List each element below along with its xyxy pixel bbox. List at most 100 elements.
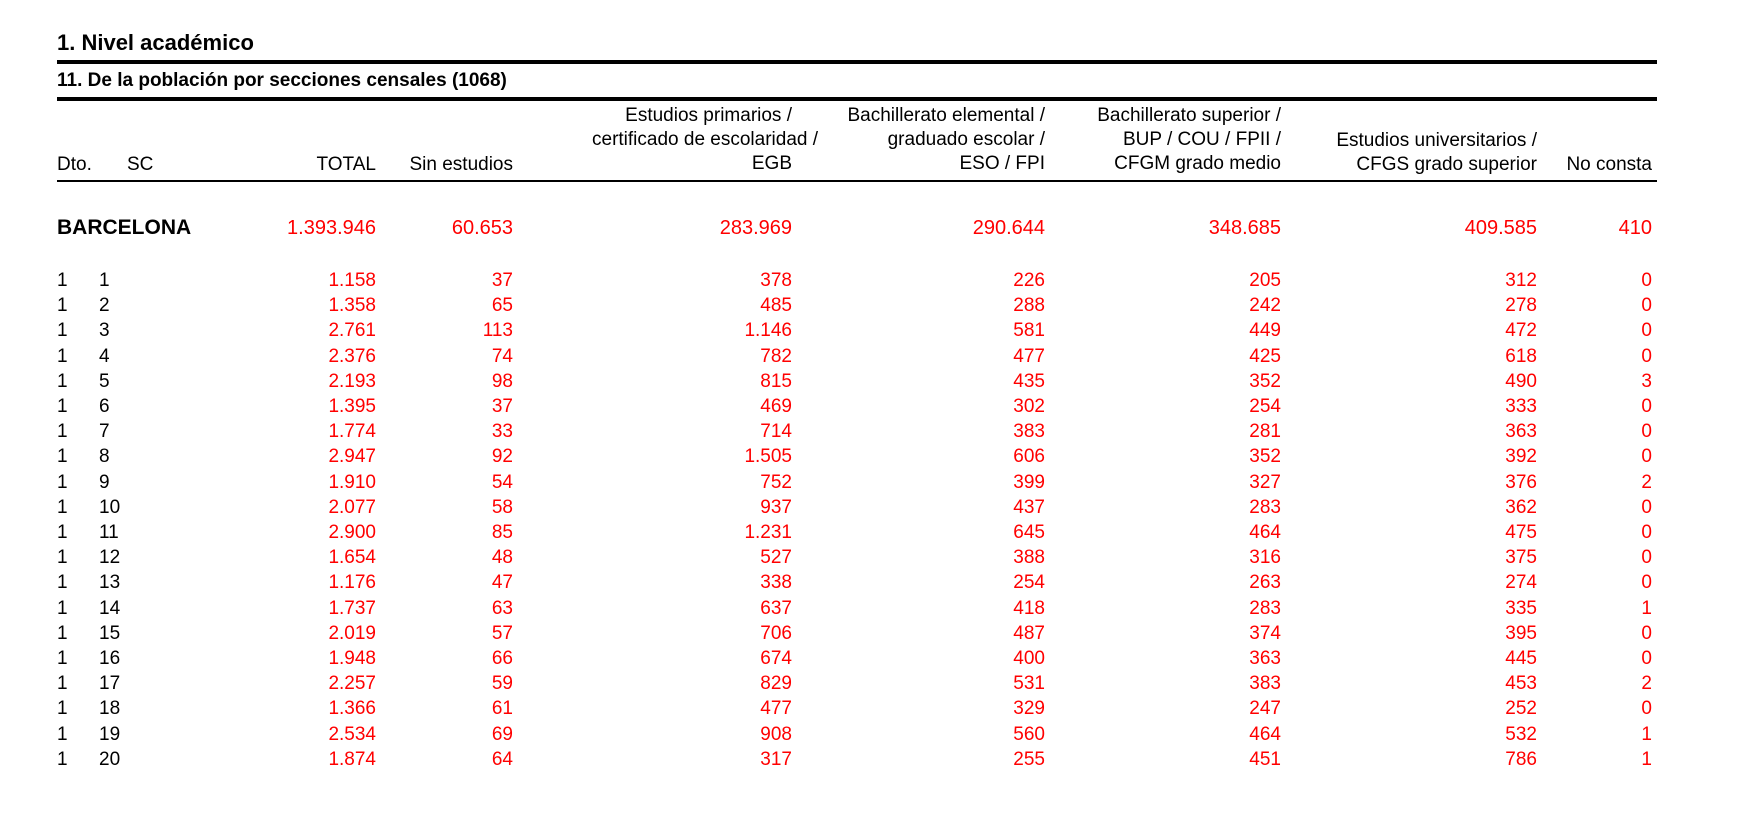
- row-cell-no-consta: 1: [1641, 598, 1652, 619]
- row-cell-no-consta: 0: [1641, 572, 1652, 593]
- row-cell-bach-elemental: 435: [1013, 371, 1045, 392]
- row-cell-bach-elemental: 254: [1013, 572, 1045, 593]
- row-cell-sin-estudios: 58: [491, 497, 513, 518]
- row-cell-bach-superior: 281: [1249, 421, 1281, 442]
- row-cell-no-consta: 0: [1641, 446, 1652, 467]
- row-cell-bach-elemental: 531: [1013, 673, 1045, 694]
- row-sc: 10: [99, 497, 121, 518]
- row-cell-bach-elemental: 288: [1013, 295, 1045, 316]
- city-total-cell: 283.969: [719, 217, 792, 239]
- row-cell-bach-elemental: 383: [1013, 421, 1045, 442]
- row-cell-bach-elemental: 302: [1013, 396, 1045, 417]
- row-dto: 1: [57, 295, 68, 316]
- row-cell-total: 2.376: [328, 346, 376, 367]
- row-cell-bach-elemental: 399: [1013, 472, 1045, 493]
- row-cell-total: 1.910: [328, 472, 376, 493]
- header-primarios-line: EGB: [751, 153, 792, 174]
- row-cell-bach-superior: 327: [1249, 472, 1281, 493]
- row-cell-sin-estudios: 92: [491, 446, 513, 467]
- row-cell-bach-superior: 464: [1249, 522, 1281, 543]
- row-cell-primarios: 338: [760, 572, 792, 593]
- header-bach-elemental-line: Bachillerato elemental /: [847, 105, 1046, 126]
- row-dto: 1: [57, 698, 68, 719]
- row-cell-primarios: 674: [760, 648, 792, 669]
- city-total-cell: 1.393.946: [287, 217, 376, 239]
- row-sc: 13: [99, 572, 121, 593]
- header-universitarios: Estudios universitarios / CFGS grado sup…: [1287, 129, 1537, 177]
- row-dto: 1: [57, 497, 68, 518]
- header-universitarios-line: CFGS grado superior: [1356, 154, 1537, 175]
- header-primarios: Estudios primarios / certificado de esco…: [592, 104, 819, 176]
- row-cell-total: 1.874: [328, 749, 376, 770]
- row-dto: 1: [57, 623, 68, 644]
- row-cell-sin-estudios: 61: [491, 698, 513, 719]
- header-primarios-line: Estudios primarios /: [625, 105, 792, 126]
- row-cell-sin-estudios: 74: [491, 346, 513, 367]
- row-dto: 1: [57, 396, 68, 417]
- city-total-cell: 60.653: [451, 217, 513, 239]
- row-cell-bach-elemental: 581: [1013, 320, 1045, 341]
- row-cell-primarios: 937: [760, 497, 792, 518]
- row-dto: 1: [57, 572, 68, 593]
- row-cell-universitarios: 472: [1505, 320, 1537, 341]
- row-cell-sin-estudios: 113: [482, 320, 513, 341]
- city-total-cell: 290.644: [972, 217, 1045, 239]
- row-cell-universitarios: 532: [1505, 724, 1537, 745]
- row-cell-universitarios: 618: [1505, 346, 1537, 367]
- row-sc: 16: [99, 648, 121, 669]
- row-cell-total: 1.737: [328, 598, 376, 619]
- row-cell-bach-elemental: 388: [1013, 547, 1045, 568]
- row-sc: 1: [99, 270, 110, 291]
- row-cell-universitarios: 445: [1505, 648, 1537, 669]
- row-cell-universitarios: 490: [1505, 371, 1537, 392]
- row-cell-bach-superior: 254: [1249, 396, 1281, 417]
- row-cell-sin-estudios: 85: [491, 522, 513, 543]
- row-sc: 5: [99, 371, 110, 392]
- row-cell-bach-superior: 374: [1249, 623, 1281, 644]
- row-cell-bach-superior: 352: [1249, 371, 1281, 392]
- row-cell-bach-elemental: 329: [1013, 698, 1045, 719]
- row-sc: 18: [99, 698, 121, 719]
- city-total-cell: 409.585: [1464, 217, 1537, 239]
- row-cell-no-consta: 0: [1641, 623, 1652, 644]
- row-dto: 1: [57, 446, 68, 467]
- report-page: 1. Nivel académico 11. De la población p…: [57, 0, 1657, 834]
- row-sc: 20: [99, 749, 121, 770]
- row-cell-total: 2.193: [328, 371, 376, 392]
- row-sc: 12: [99, 547, 121, 568]
- row-cell-bach-elemental: 560: [1013, 724, 1045, 745]
- row-cell-primarios: 637: [760, 598, 792, 619]
- section-title: 1. Nivel académico: [57, 30, 254, 55]
- row-sc: 17: [99, 673, 121, 694]
- row-dto: 1: [57, 648, 68, 669]
- row-cell-total: 1.366: [328, 698, 376, 719]
- row-cell-universitarios: 475: [1505, 522, 1537, 543]
- row-cell-no-consta: 2: [1641, 472, 1652, 493]
- row-dto: 1: [57, 673, 68, 694]
- header-sc: SC: [127, 154, 154, 175]
- row-cell-universitarios: 274: [1505, 572, 1537, 593]
- row-cell-total: 2.534: [328, 724, 376, 745]
- header-bach-superior-line: BUP / COU / FPII /: [1122, 129, 1281, 150]
- row-cell-total: 1.176: [328, 572, 376, 593]
- row-cell-primarios: 317: [760, 749, 792, 770]
- row-cell-total: 2.257: [328, 673, 376, 694]
- header-primarios-line: certificado de escolaridad /: [592, 129, 819, 150]
- row-cell-total: 1.774: [328, 421, 376, 442]
- row-dto: 1: [57, 472, 68, 493]
- row-dto: 1: [57, 346, 68, 367]
- row-sc: 14: [99, 598, 121, 619]
- row-cell-primarios: 527: [760, 547, 792, 568]
- row-sc: 11: [99, 522, 119, 543]
- row-cell-bach-elemental: 437: [1013, 497, 1045, 518]
- row-cell-no-consta: 0: [1641, 270, 1652, 291]
- city-total-label: BARCELONA: [57, 216, 192, 239]
- row-dto: 1: [57, 724, 68, 745]
- row-cell-total: 2.077: [328, 497, 376, 518]
- row-cell-bach-superior: 464: [1249, 724, 1281, 745]
- row-sc: 9: [99, 472, 110, 493]
- row-cell-universitarios: 392: [1505, 446, 1537, 467]
- row-cell-bach-superior: 352: [1249, 446, 1281, 467]
- row-cell-total: 1.358: [328, 295, 376, 316]
- row-cell-sin-estudios: 47: [491, 572, 513, 593]
